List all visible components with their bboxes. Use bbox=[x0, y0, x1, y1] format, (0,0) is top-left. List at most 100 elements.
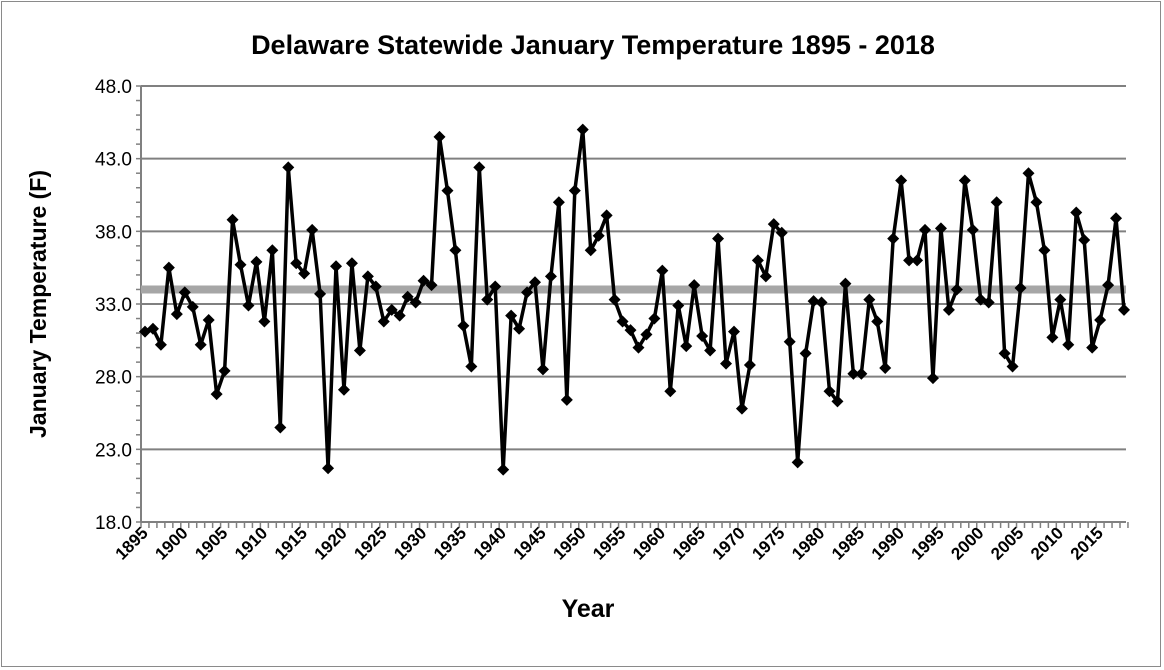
data-point-marker bbox=[465, 360, 478, 373]
data-point-marker bbox=[1070, 206, 1083, 219]
series-line bbox=[144, 127, 1126, 472]
x-axis-label: Year bbox=[562, 595, 615, 623]
data-point-marker bbox=[250, 255, 263, 268]
data-point-marker bbox=[926, 372, 939, 385]
x-tick-label: 1935 bbox=[430, 523, 470, 563]
data-point-marker bbox=[369, 280, 382, 293]
data-point-marker bbox=[1062, 338, 1075, 351]
data-point-marker bbox=[513, 322, 526, 335]
data-point-marker bbox=[314, 287, 327, 300]
data-point-marker bbox=[990, 196, 1003, 209]
x-tick-label: 1910 bbox=[231, 523, 271, 563]
data-point-marker bbox=[497, 463, 510, 476]
data-point-marker bbox=[664, 385, 677, 398]
data-point-marker bbox=[568, 184, 581, 197]
data-point-marker bbox=[322, 462, 335, 475]
data-point-marker bbox=[401, 290, 414, 303]
data-point-marker bbox=[958, 174, 971, 187]
data-point-marker bbox=[481, 293, 494, 306]
data-point-marker bbox=[640, 328, 653, 341]
x-tick-label: 1970 bbox=[709, 523, 749, 563]
data-point-marker bbox=[441, 184, 454, 197]
y-tick-label: 18.0 bbox=[95, 513, 132, 534]
x-tick-label: 1945 bbox=[510, 523, 550, 563]
data-point-marker bbox=[146, 322, 159, 335]
data-point-marker bbox=[871, 315, 884, 328]
data-point-marker bbox=[361, 270, 374, 283]
data-point-marker bbox=[680, 340, 693, 353]
data-point-marker bbox=[863, 293, 876, 306]
data-point-marker bbox=[688, 279, 701, 292]
data-point-marker bbox=[735, 402, 748, 415]
data-point-marker bbox=[337, 383, 350, 396]
data-point-marker bbox=[942, 303, 955, 316]
data-point-marker bbox=[727, 325, 740, 338]
data-point-marker bbox=[576, 123, 589, 136]
data-point-marker bbox=[162, 261, 175, 274]
y-tick-label: 33.0 bbox=[95, 295, 132, 316]
data-point-marker bbox=[823, 385, 836, 398]
x-tick-label: 2005 bbox=[987, 523, 1027, 563]
data-point-marker bbox=[234, 258, 247, 271]
x-tick-label: 1985 bbox=[828, 523, 868, 563]
data-point-marker bbox=[210, 388, 223, 401]
chart-title: Delaware Statewide January Temperature 1… bbox=[251, 30, 935, 60]
x-tick-label: 1930 bbox=[390, 523, 430, 563]
data-point-marker bbox=[632, 341, 645, 354]
data-point-marker bbox=[712, 232, 725, 245]
data-point-marker bbox=[1046, 331, 1059, 344]
y-tick-label: 23.0 bbox=[95, 440, 132, 461]
y-axis-label: January Temperature (F) bbox=[25, 170, 51, 438]
data-point-marker bbox=[919, 223, 932, 236]
data-point-marker bbox=[425, 279, 438, 292]
data-point-marker bbox=[839, 277, 852, 290]
data-point-marker bbox=[887, 232, 900, 245]
y-tick-label: 48.0 bbox=[95, 77, 132, 98]
data-point-marker bbox=[385, 303, 398, 316]
data-point-marker bbox=[1094, 313, 1107, 326]
data-point-marker bbox=[306, 223, 319, 236]
data-point-marker bbox=[743, 359, 756, 372]
data-point-marker bbox=[807, 295, 820, 308]
x-tick-label: 1990 bbox=[868, 523, 908, 563]
data-point-marker bbox=[544, 270, 557, 283]
x-tick-label: 1920 bbox=[311, 523, 351, 563]
data-point-marker bbox=[393, 309, 406, 322]
data-point-marker bbox=[584, 244, 597, 257]
data-point-marker bbox=[799, 347, 812, 360]
x-tick-label: 1950 bbox=[549, 523, 589, 563]
data-point-marker bbox=[791, 456, 804, 469]
x-tick-label: 2010 bbox=[1027, 523, 1067, 563]
data-point-marker bbox=[1030, 196, 1043, 209]
y-tick-label: 38.0 bbox=[95, 222, 132, 243]
data-point-marker bbox=[536, 363, 549, 376]
data-point-marker bbox=[330, 260, 343, 273]
data-point-marker bbox=[218, 364, 231, 377]
x-tick-label: 1915 bbox=[271, 523, 311, 563]
x-tick-label: 1955 bbox=[589, 523, 629, 563]
x-tick-label: 1940 bbox=[470, 523, 510, 563]
data-point-marker bbox=[266, 244, 279, 257]
data-point-marker bbox=[855, 367, 868, 380]
x-tick-label: 1905 bbox=[191, 523, 231, 563]
data-point-marker bbox=[911, 254, 924, 267]
data-point-marker bbox=[831, 395, 844, 408]
data-point-marker bbox=[473, 161, 486, 174]
data-point-marker bbox=[1102, 279, 1115, 292]
data-point-marker bbox=[1086, 341, 1099, 354]
x-tick-label: 2015 bbox=[1067, 523, 1107, 563]
data-point-marker bbox=[170, 308, 183, 321]
data-point-marker bbox=[1078, 234, 1091, 247]
x-tick-label: 1975 bbox=[748, 523, 788, 563]
data-point-marker bbox=[616, 315, 629, 328]
data-point-marker bbox=[226, 213, 239, 226]
x-tick-label: 1965 bbox=[669, 523, 709, 563]
data-point-marker bbox=[1118, 303, 1130, 316]
data-point-marker bbox=[1110, 212, 1123, 225]
data-point-marker bbox=[1014, 282, 1027, 295]
data-point-marker bbox=[409, 296, 422, 309]
data-point-marker bbox=[1006, 360, 1019, 373]
data-point-marker bbox=[449, 244, 462, 257]
x-tick-label: 1900 bbox=[151, 523, 191, 563]
